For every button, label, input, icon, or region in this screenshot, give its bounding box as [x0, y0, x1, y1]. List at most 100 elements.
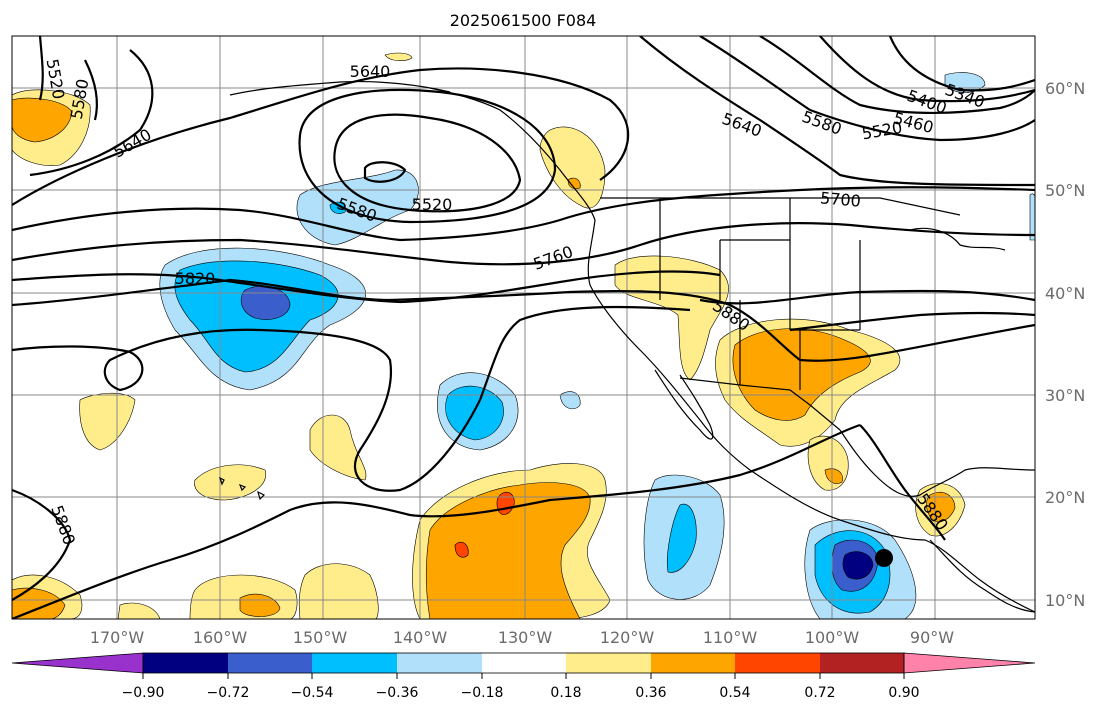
contour-label: 5520: [412, 195, 453, 214]
alaska-coast: [229, 80, 451, 96]
height-contour: [789, 312, 1035, 332]
anomaly-region: [559, 391, 581, 410]
storm-center-marker: [875, 549, 893, 567]
lat-tick-label: 60°N: [1045, 79, 1085, 98]
anomaly-region: [425, 482, 591, 619]
lon-tick-label: 140°W: [393, 628, 448, 647]
contour-label: 5700: [819, 188, 861, 210]
colorbar-bin: [397, 653, 482, 673]
height-contour: [29, 49, 154, 177]
lon-tick-label: 90°W: [910, 628, 954, 647]
anomaly-region: [12, 97, 73, 143]
height-contour: [888, 36, 1035, 92]
height-contour: [12, 305, 691, 492]
colorbar-frame: [142, 652, 905, 674]
colorbar-tick-label: 0.72: [804, 685, 835, 701]
central-america-coast: [929, 539, 1035, 613]
anomaly-region: [567, 177, 581, 190]
height-contour: [819, 36, 1035, 103]
map-area: 5520 5580 5640 5640 5520 5580 5640 5580 …: [12, 36, 1035, 619]
mexico-gulf-coast: [839, 429, 1035, 497]
colorbar-bin: [735, 653, 820, 673]
height-contour: [12, 423, 861, 619]
colorbar-tick-label: −0.90: [122, 685, 165, 701]
baja-coast: [654, 369, 714, 440]
height-contour: [38, 36, 44, 101]
lat-tick-label: 40°N: [1045, 284, 1085, 303]
height-contour: [12, 488, 72, 601]
map-title: 2025061500 F084: [450, 11, 597, 30]
anomaly-region: [329, 201, 346, 214]
lat-tick-label: 10°N: [1045, 591, 1085, 610]
height-contour: [699, 289, 1035, 305]
height-contour: [84, 59, 99, 121]
us-mex-border: [679, 377, 841, 431]
colorbar-extend-min: [11, 652, 144, 674]
state-border: [659, 198, 861, 390]
anomaly-region: [926, 491, 956, 523]
map-frame: [11, 35, 1036, 620]
coastlines: [218, 80, 1035, 613]
anomaly-region: [842, 551, 874, 580]
lon-tick-label: 150°W: [293, 628, 348, 647]
great-lakes: [909, 227, 1006, 251]
height-contour: [298, 88, 557, 224]
colorbar-tick-label: 0.90: [888, 685, 919, 701]
lon-tick-label: 170°W: [90, 628, 145, 647]
graticule: [12, 36, 1035, 619]
height-contour: [363, 161, 407, 183]
anomaly-region: [309, 414, 367, 481]
colorbar-tick-label: −0.72: [207, 685, 250, 701]
colorbar-extend-max: [903, 652, 1036, 674]
lon-tick-label: 130°W: [498, 628, 553, 647]
colorbar-tick-label: −0.18: [461, 685, 504, 701]
height-contour: [12, 186, 1035, 242]
height-contour: [859, 424, 946, 541]
lon-tick-label: 120°W: [600, 628, 655, 647]
colorbar-bin: [820, 653, 904, 673]
colorbar-tick-label: 0.36: [635, 685, 666, 701]
colorbar-tick-label: −0.54: [291, 685, 334, 701]
height-contour: [333, 113, 522, 213]
north-america-coast: [429, 87, 1035, 613]
anomaly-region: [384, 52, 413, 61]
height-contour: [12, 270, 721, 304]
height-contour: [639, 36, 1035, 187]
anomaly-region: [1029, 193, 1035, 241]
anomaly-fill-layer: [12, 52, 1035, 619]
height-contour: [759, 36, 1035, 114]
anomaly-region: [117, 602, 161, 619]
colorbar-bin: [651, 653, 735, 673]
longitude-axis: 170°W 160°W 150°W 140°W 130°W 120°W 110°…: [90, 628, 954, 647]
colorbar-bin: [566, 653, 651, 673]
anomaly-region: [454, 541, 469, 558]
contour-label: 5820: [175, 269, 216, 288]
height-contours: [12, 36, 1035, 619]
height-contour: [12, 222, 1035, 266]
lon-tick-label: 110°W: [703, 628, 758, 647]
anomaly-region: [194, 464, 267, 501]
colorbar-bin: [143, 653, 228, 673]
lat-tick-label: 20°N: [1045, 488, 1085, 507]
anomaly-region: [539, 126, 606, 209]
colorbar-bin: [312, 653, 397, 673]
anomaly-region: [667, 503, 697, 573]
lat-tick-label: 50°N: [1045, 181, 1085, 200]
colorbar-tick-label: 0.18: [550, 685, 581, 701]
height-contour: [12, 67, 630, 206]
colorbar-bin: [228, 653, 312, 673]
us-can-border: [600, 197, 961, 216]
lon-tick-label: 160°W: [193, 628, 248, 647]
colorbar-bin: [482, 653, 566, 673]
contour-label: 5640: [350, 62, 391, 81]
latitude-axis: 60°N 50°N 40°N 30°N 20°N 10°N: [1045, 79, 1085, 610]
colorbar-ticks: [142, 673, 905, 679]
anomaly-region: [445, 385, 504, 441]
colorbar: −0.90 −0.72 −0.54 −0.36 −0.18 0.18 0.36 …: [11, 652, 1036, 701]
colorbar-tick-label: 0.54: [719, 685, 750, 701]
lon-tick-label: 100°W: [805, 628, 860, 647]
anomaly-region: [79, 392, 136, 451]
lat-tick-label: 30°N: [1045, 386, 1085, 405]
anomaly-region: [298, 563, 379, 619]
